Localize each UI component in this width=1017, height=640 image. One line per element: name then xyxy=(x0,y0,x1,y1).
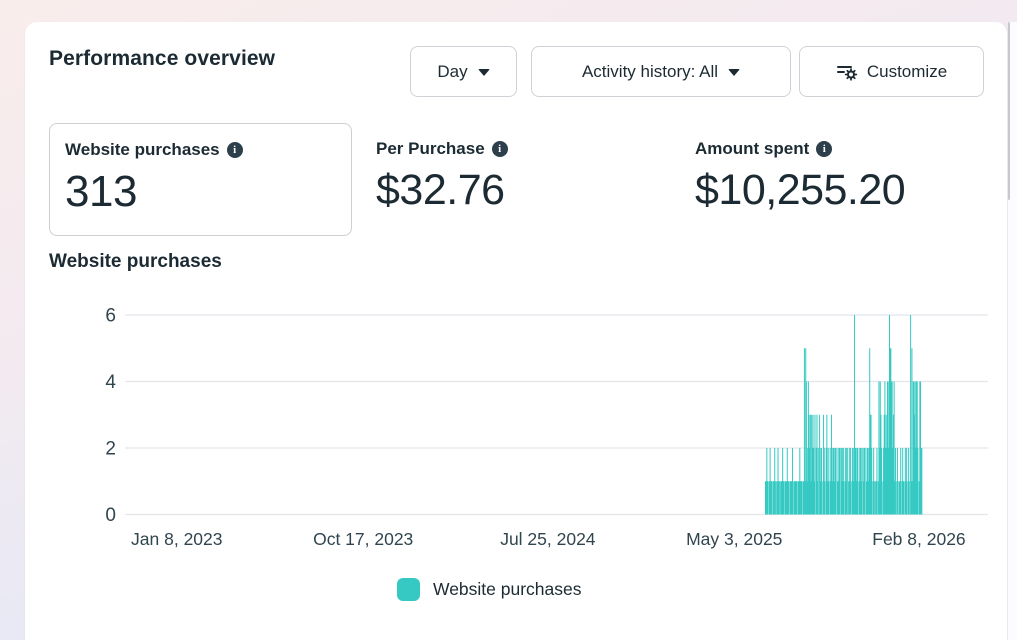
page-title: Performance overview xyxy=(49,47,276,70)
svg-text:May 3, 2025: May 3, 2025 xyxy=(686,529,782,549)
chart-section-title: Website purchases xyxy=(49,251,222,272)
legend-label: Website purchases xyxy=(433,579,582,599)
svg-text:0: 0 xyxy=(105,505,116,526)
right-panel-strip xyxy=(1008,22,1017,640)
customize-button[interactable]: Customize xyxy=(799,46,984,97)
svg-text:4: 4 xyxy=(105,372,116,393)
customize-label: Customize xyxy=(866,61,948,81)
customize-icon xyxy=(836,61,858,83)
metric-label: Amount spent xyxy=(695,139,810,158)
legend-item-website-purchases[interactable]: Website purchases xyxy=(397,578,582,601)
time-granularity-dropdown[interactable]: Day xyxy=(410,46,517,97)
svg-text:2: 2 xyxy=(105,439,116,460)
info-icon[interactable]: i xyxy=(491,141,508,157)
purchases-chart-svg: 0 2 4 6 Jan 8, 2023 Oct 17, 2023 Jul 25, 2024 M… xyxy=(105,306,988,549)
svg-text:Feb 8, 2026: Feb 8, 2026 xyxy=(872,529,965,549)
metric-card-amount-spent[interactable]: Amount spent i $10,255.20 xyxy=(695,139,906,215)
metric-value: $32.76 xyxy=(376,166,505,214)
svg-text:6: 6 xyxy=(105,306,116,327)
info-icon[interactable]: i xyxy=(816,141,833,157)
legend-color-chip xyxy=(397,578,420,601)
metric-card-website-purchases[interactable]: Website purchases i 313 xyxy=(49,123,352,236)
scrollbar-thumb[interactable] xyxy=(1008,22,1010,200)
svg-text:Oct 17, 2023: Oct 17, 2023 xyxy=(313,529,413,549)
info-icon[interactable]: i xyxy=(226,142,243,158)
svg-text:Jan 8, 2023: Jan 8, 2023 xyxy=(131,529,222,549)
time-granularity-label: Day xyxy=(437,61,468,81)
activity-history-label: Activity history: All xyxy=(581,61,719,81)
metric-label: Per Purchase xyxy=(376,139,485,158)
metric-value: 313 xyxy=(65,167,137,216)
purchases-chart: 0 2 4 6 Jan 8, 2023 Oct 17, 2023 Jul 25, 2024 M… xyxy=(100,298,998,566)
chevron-down-icon xyxy=(728,69,741,76)
activity-history-dropdown[interactable]: Activity history: All xyxy=(531,46,791,97)
performance-overview-card: Performance overview Day Activity histor… xyxy=(25,22,1008,640)
svg-text:Jul 25, 2024: Jul 25, 2024 xyxy=(500,529,596,549)
metric-card-per-purchase[interactable]: Per Purchase i $32.76 xyxy=(376,139,508,215)
metric-label: Website purchases xyxy=(65,140,220,159)
metric-value: $10,255.20 xyxy=(695,166,906,214)
chevron-down-icon xyxy=(477,69,490,76)
